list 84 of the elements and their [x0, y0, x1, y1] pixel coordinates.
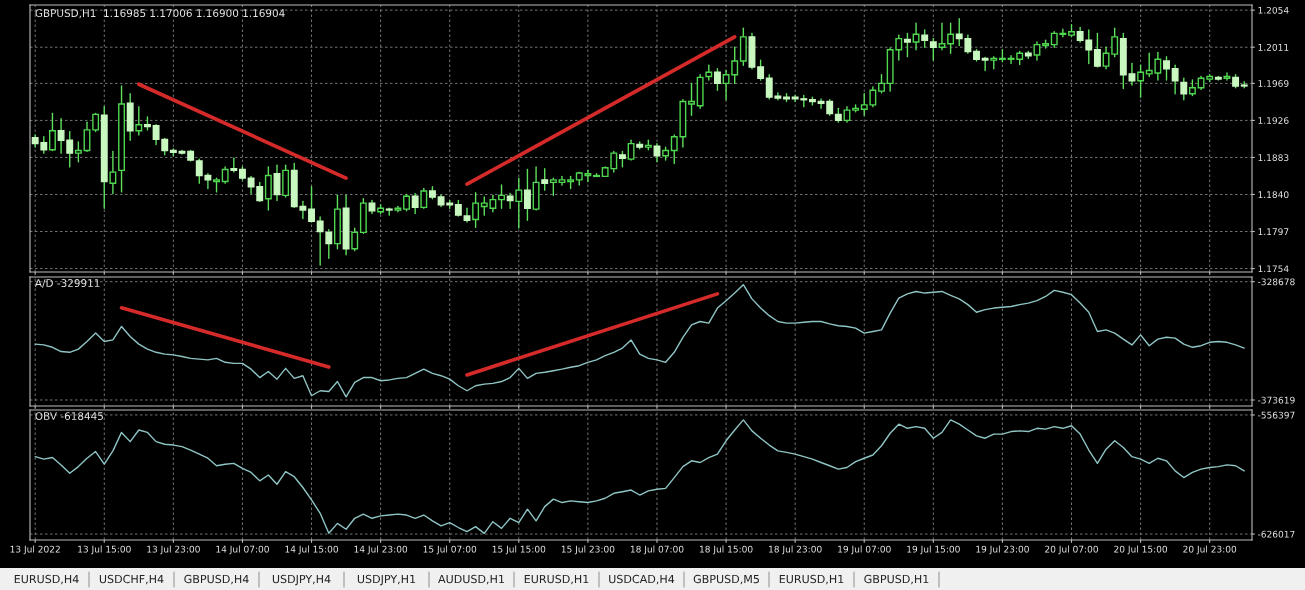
x-tick-label: 18 Jul 23:00 — [769, 545, 822, 555]
y-tick-label: 1.1883 — [1258, 154, 1289, 162]
candlestick — [264, 166, 272, 211]
candlestick — [515, 177, 523, 229]
text: GBPUSD,M5 — [693, 574, 759, 585]
candlestick — [230, 157, 238, 173]
candlestick — [498, 184, 505, 209]
text: USDJPY,H4 — [272, 574, 331, 586]
candlestick — [947, 22, 955, 54]
candlestick — [351, 227, 359, 252]
candlestick — [1033, 41, 1041, 61]
candlestick — [1180, 77, 1188, 101]
x-tick-label: 19 Jul 07:00 — [838, 545, 891, 555]
x-tick-label: 14 Jul 23:00 — [354, 545, 408, 555]
x-tick-label: 13 Jul 23:00 — [147, 545, 200, 555]
y-tick-label: -556397 — [1258, 411, 1295, 419]
y-tick-label: 1.1926 — [1258, 117, 1289, 124]
candlestick — [878, 74, 885, 94]
text: GBPUSD,H4 — [184, 574, 249, 585]
text: USDCHF,H4 — [99, 574, 164, 585]
candlestick — [463, 207, 471, 223]
candlestick — [74, 141, 82, 163]
x-tick-label: 19 Jul 23:00 — [976, 545, 1029, 555]
x-tick-label: 15 Jul 23:00 — [561, 545, 615, 555]
text: EURUSD,H1 — [779, 574, 844, 585]
y-tick-label: 1.2054 — [1258, 6, 1289, 14]
candlestick — [1163, 55, 1170, 81]
candlestick — [912, 22, 920, 51]
y-tick-label: 1.1797 — [1258, 228, 1289, 236]
text: GBPUSD,H1 — [864, 574, 929, 585]
candlestick — [420, 187, 428, 209]
candlestick — [929, 37, 937, 61]
x-tick-label: 14 Jul 07:00 — [216, 545, 269, 555]
candlestick — [627, 139, 635, 161]
text: AUDUSD,H1 — [438, 574, 504, 585]
candlestick — [558, 175, 566, 186]
candlestick — [541, 167, 549, 191]
x-tick-label: 14 Jul 15:00 — [285, 545, 338, 555]
x-tick-label: 19 Jul 15:00 — [907, 545, 960, 555]
candlestick — [688, 82, 695, 116]
candlestick — [981, 56, 989, 72]
y-tick-label: 1.1969 — [1258, 80, 1289, 87]
y-tick-label: 1.1840 — [1258, 191, 1289, 199]
x-tick-label: 18 Jul 07:00 — [630, 545, 684, 555]
y-tick-label: 1.2011 — [1258, 43, 1289, 51]
x-tick-label: 20 Jul 07:00 — [1045, 545, 1098, 555]
candlestick — [472, 192, 480, 228]
candlestick — [713, 68, 721, 91]
candlestick — [308, 186, 315, 223]
candlestick — [135, 105, 143, 136]
y-tick-label: -626017 — [1258, 530, 1295, 538]
text: USDJPY,H1 — [357, 574, 416, 586]
candlestick — [316, 216, 324, 266]
candlestick — [903, 32, 911, 58]
candlestick — [48, 112, 56, 152]
x-tick-label: 13 Jul 15:00 — [78, 545, 131, 555]
candlestick — [1223, 72, 1231, 81]
candlestick — [325, 229, 333, 259]
candlestick — [757, 59, 765, 81]
y-tick-label: -373619 — [1258, 396, 1295, 404]
text: USDCAD,H4 — [609, 574, 675, 585]
y-tick-label: -328678 — [1258, 278, 1295, 286]
candlestick — [506, 192, 514, 209]
chart-title: GBPUSD,H1 1.16985 1.17006 1.16900 1.16904 — [35, 9, 285, 19]
candlestick — [523, 168, 531, 222]
text: EURUSD,H1 — [524, 574, 589, 585]
x-tick-label: 20 Jul 23:00 — [1183, 545, 1237, 555]
candlestick — [411, 192, 419, 215]
x-tick-label: 18 Jul 15:00 — [699, 545, 753, 555]
text: EURUSD,H4 — [14, 574, 79, 585]
candlestick — [92, 112, 100, 133]
x-tick-label: 15 Jul 15:00 — [492, 545, 546, 555]
x-tick-label: 20 Jul 15:00 — [1114, 545, 1168, 555]
candlestick — [938, 22, 946, 51]
x-tick-label: 13 Jul 2022 — [10, 545, 60, 555]
y-tick-label: 1.1754 — [1258, 265, 1289, 273]
line-series — [34, 419, 1245, 535]
chart-title: A/D -329911 — [34, 279, 100, 288]
candlestick — [1137, 64, 1145, 98]
candlestick — [1093, 32, 1101, 68]
chart-title: OBV -618445 — [35, 412, 103, 421]
candlestick — [109, 150, 117, 195]
candlestick — [1171, 64, 1179, 95]
x-tick-label: 15 Jul 07:00 — [423, 545, 477, 555]
